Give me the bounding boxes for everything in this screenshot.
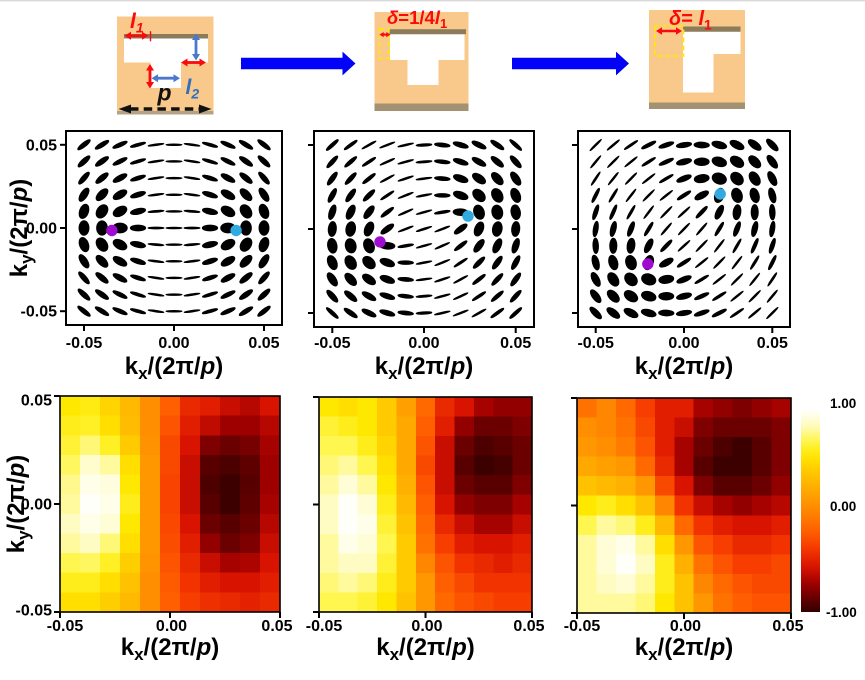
svg-text:0.00: 0.00 bbox=[21, 497, 52, 514]
svg-text:p: p bbox=[157, 80, 172, 106]
svg-text:0.00: 0.00 bbox=[411, 618, 442, 635]
svg-text:0.00: 0.00 bbox=[670, 618, 701, 635]
svg-text:0.00: 0.00 bbox=[26, 221, 57, 238]
svg-text:0.05: 0.05 bbox=[513, 618, 544, 635]
svg-text:-1.00: -1.00 bbox=[826, 605, 857, 620]
svg-text:-0.05: -0.05 bbox=[47, 618, 84, 635]
svg-text:-0.05: -0.05 bbox=[16, 603, 53, 620]
svg-text:0.05: 0.05 bbox=[772, 618, 803, 635]
svg-text:0.00: 0.00 bbox=[668, 335, 699, 352]
svg-text:-0.05: -0.05 bbox=[564, 618, 601, 635]
svg-text:0.00: 0.00 bbox=[830, 499, 856, 514]
svg-text:δ= l1: δ= l1 bbox=[669, 8, 712, 33]
svg-text:-0.05: -0.05 bbox=[577, 335, 614, 352]
svg-text:0.05: 0.05 bbox=[26, 137, 57, 154]
svg-text:ky/(2π/p): ky/(2π/p) bbox=[6, 179, 36, 278]
svg-text:ky/(2π/p): ky/(2π/p) bbox=[3, 455, 33, 554]
svg-text:-0.05: -0.05 bbox=[21, 304, 58, 321]
svg-text:0.00: 0.00 bbox=[158, 335, 189, 352]
svg-text:δ=1/4l1: δ=1/4l1 bbox=[387, 7, 447, 31]
svg-text:0.05: 0.05 bbox=[21, 393, 52, 410]
svg-text:0.05: 0.05 bbox=[261, 618, 292, 635]
svg-text:-0.05: -0.05 bbox=[66, 335, 103, 352]
svg-text:-0.05: -0.05 bbox=[306, 618, 343, 635]
svg-text:0.00: 0.00 bbox=[408, 335, 439, 352]
svg-text:0.05: 0.05 bbox=[757, 335, 788, 352]
svg-text:-0.05: -0.05 bbox=[314, 335, 351, 352]
svg-text:kx/(2π/p): kx/(2π/p) bbox=[635, 353, 734, 383]
svg-text:0.05: 0.05 bbox=[248, 335, 279, 352]
svg-text:0.05: 0.05 bbox=[500, 335, 531, 352]
svg-text:kx/(2π/p): kx/(2π/p) bbox=[121, 634, 220, 664]
svg-text:1.00: 1.00 bbox=[830, 396, 856, 411]
svg-text:0.00: 0.00 bbox=[156, 618, 187, 635]
